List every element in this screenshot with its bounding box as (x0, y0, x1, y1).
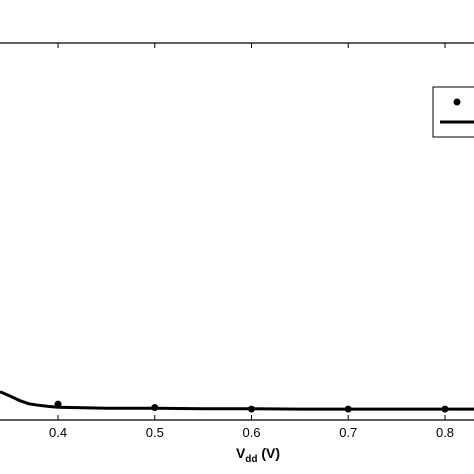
x-tick-label: 0.8 (436, 425, 454, 440)
x-tick-label: 0.6 (242, 425, 260, 440)
data-point (441, 405, 449, 413)
x-axis-label-main: V (236, 445, 246, 461)
x-axis-label-unit: (V) (258, 445, 281, 461)
legend-marker (453, 98, 461, 106)
axes-frame (0, 42, 474, 421)
data-point (151, 404, 159, 412)
data-point (248, 405, 256, 413)
x-ticks: 0.4 0.5 0.6 0.7 0.8 (49, 43, 454, 440)
legend (432, 86, 474, 138)
data-point (54, 400, 62, 408)
x-tick-label: 0.7 (339, 425, 357, 440)
x-axis-label: Vdd (V) (236, 445, 280, 465)
x-tick-label: 0.4 (49, 425, 67, 440)
legend-box (432, 86, 474, 138)
plot-area (0, 390, 474, 413)
fit-line (0, 390, 474, 411)
x-axis-label-subscript: dd (245, 454, 257, 465)
x-tick-label: 0.5 (146, 425, 164, 440)
data-point (344, 405, 352, 413)
